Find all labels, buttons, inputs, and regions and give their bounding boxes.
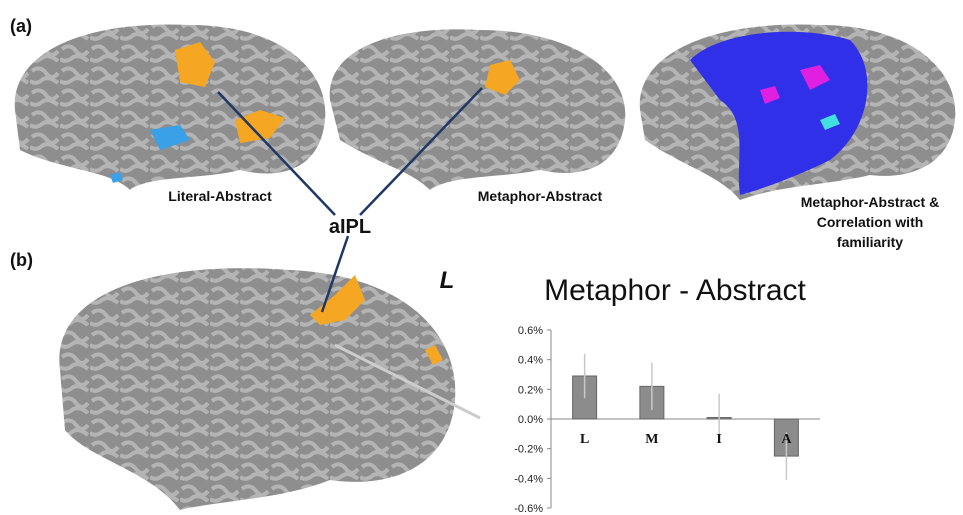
figure: (a) (b) Literal-Abstract Metaphor-Abstra… [0, 0, 963, 515]
y-tick-label: -0.4% [514, 473, 543, 485]
y-tick-label: 0.0% [518, 414, 543, 426]
y-tick-label: 0.6% [518, 325, 543, 337]
brain-label: Metaphor-Abstract & [801, 194, 939, 210]
panel-label: (b) [10, 250, 33, 270]
y-tick-label: -0.2% [514, 444, 543, 456]
y-tick-label: 0.2% [518, 384, 543, 396]
brain-label: Literal-Abstract [168, 188, 272, 204]
bar-chart: -0.6% -0.4% -0.2% 0.0% 0.2% 0.4% 0.6% L M I A [514, 325, 820, 515]
region-label: aIPL [329, 216, 371, 238]
brain-label: Correlation with [817, 214, 924, 230]
x-tick-label: M [645, 432, 658, 447]
x-tick-label: L [580, 432, 589, 447]
hemisphere: L [440, 267, 455, 294]
x-tick-label: A [781, 432, 792, 447]
y-tick-label: 0.4% [518, 355, 543, 367]
x-tick-label: I [716, 432, 721, 447]
y-tick-label: -0.6% [514, 503, 543, 515]
panel-label: (a) [10, 16, 32, 36]
brain-label: familiarity [837, 234, 903, 250]
brain-label: Metaphor-Abstract [478, 188, 603, 204]
brains [15, 24, 956, 510]
chart-title: Metaphor - Abstract [544, 274, 806, 307]
